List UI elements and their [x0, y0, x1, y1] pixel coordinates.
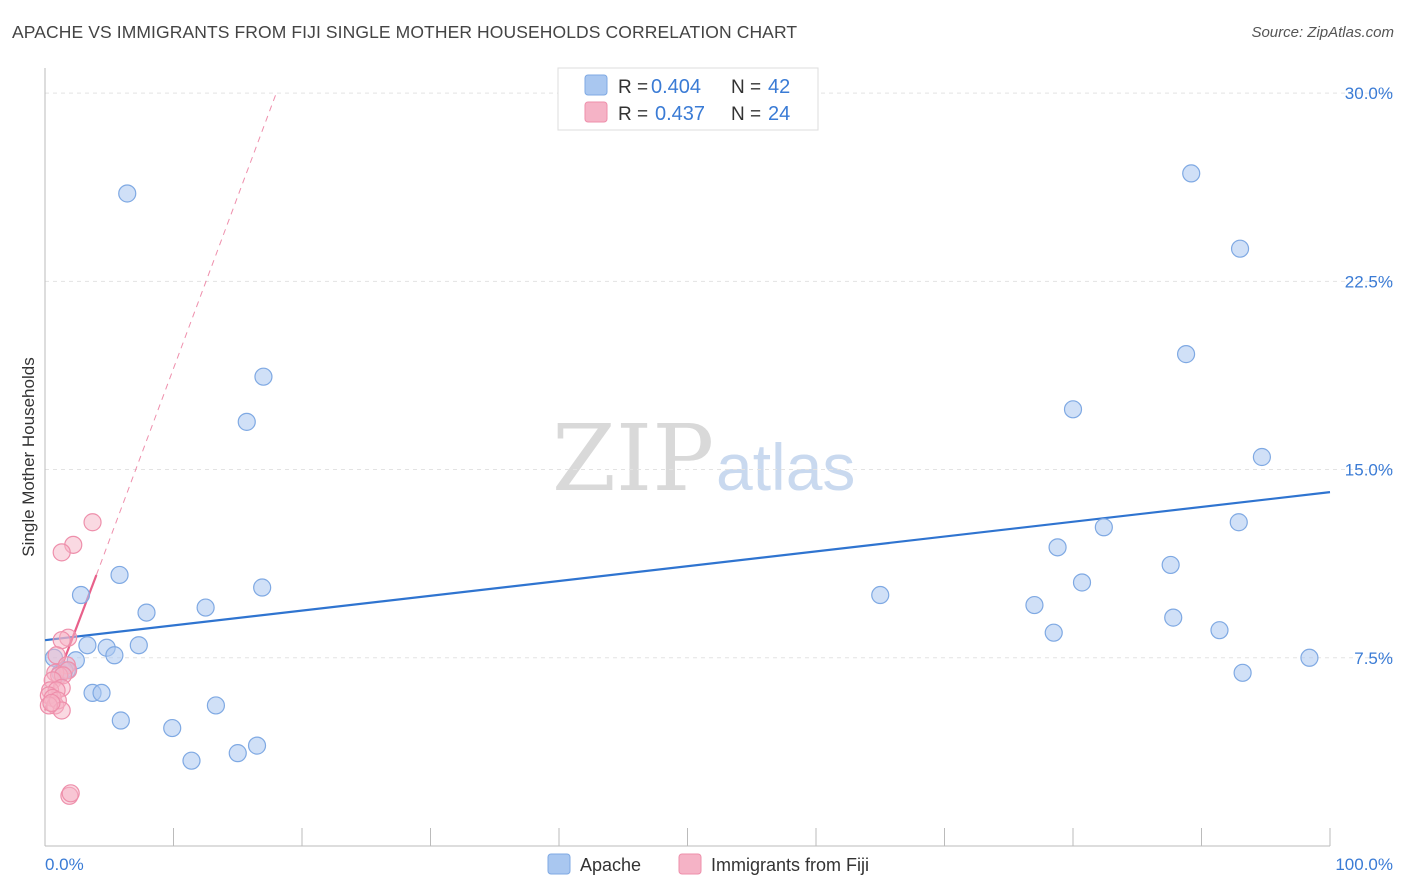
stats-legend-swatch-apache [584, 74, 608, 96]
apache-point [247, 736, 267, 755]
apache-point [1252, 447, 1271, 467]
y-tick-label: 30.0% [1345, 84, 1393, 103]
x-tick-label-max: 100.0% [1335, 855, 1393, 874]
apache-point [206, 696, 226, 715]
apache-point [228, 744, 247, 763]
stats-legend: R = 0.404 N = 42 R = 0.437 N = 24 [557, 67, 819, 131]
watermark-zip: ZIP [552, 405, 714, 512]
apache-point [1094, 518, 1113, 537]
fiji-point [52, 631, 71, 650]
apache-point [1300, 648, 1319, 667]
gridlines [45, 92, 1393, 659]
y-axis-title: Single Mother Households [19, 357, 38, 556]
stats-legend-r-value-fiji: 0.437 [655, 103, 705, 125]
apache-point [253, 578, 272, 597]
stats-legend-n-label-fiji: N = [731, 104, 761, 125]
stats-legend-n-value-apache: 42 [768, 76, 790, 98]
fiji-points [39, 513, 102, 805]
apache-point [871, 585, 890, 605]
apache-trend-line [44, 491, 1331, 642]
apache-point [1233, 663, 1252, 682]
apache-point [92, 683, 111, 703]
apache-point [1230, 239, 1250, 258]
apache-point [1210, 621, 1229, 640]
fiji-trend-line-extension [95, 92, 277, 576]
fiji-point [42, 693, 61, 713]
apache-point [182, 751, 201, 770]
y-tick-label: 22.5% [1345, 272, 1393, 291]
stats-legend-r-value-apache: 0.404 [651, 76, 701, 98]
apache-point [111, 711, 130, 730]
watermark: ZIP atlas [552, 405, 855, 512]
bottom-legend-label-apache: Apache [580, 855, 641, 875]
fiji-point [61, 784, 80, 803]
apache-point [118, 184, 137, 203]
bottom-legend: Apache Immigrants from Fiji [547, 853, 869, 875]
chart-source: Source: ZipAtlas.com [1251, 24, 1394, 41]
apache-point [137, 603, 156, 622]
apache-point [71, 585, 91, 605]
y-tick-labels: 7.5% 15.0% 22.5% 30.0% [1345, 84, 1393, 668]
chart-title: APACHE VS IMMIGRANTS FROM FIJI SINGLE MO… [12, 22, 798, 42]
bottom-legend-swatch-fiji [678, 853, 702, 875]
watermark-atlas: atlas [716, 430, 855, 504]
apache-point [1063, 400, 1083, 419]
stats-legend-r-label-apache: R = [618, 77, 648, 98]
apache-point [163, 718, 182, 738]
y-tick-label: 15.0% [1345, 461, 1393, 480]
x-ticks [173, 828, 1331, 846]
apache-point [1161, 555, 1180, 575]
trend-lines [43, 92, 1331, 711]
fiji-point [52, 543, 71, 562]
apache-point [1176, 345, 1196, 364]
apache-point [196, 598, 215, 617]
apache-point [105, 646, 124, 665]
apache-point [1164, 608, 1183, 627]
apache-point [1025, 595, 1044, 615]
apache-point [110, 565, 129, 585]
apache-point [237, 412, 256, 431]
apache-point [1044, 623, 1063, 642]
apache-point [1182, 164, 1201, 183]
x-tick-label-min: 0.0% [45, 855, 84, 874]
apache-point [78, 636, 97, 655]
apache-point [1048, 538, 1067, 557]
stats-legend-n-label-apache: N = [731, 77, 761, 98]
stats-legend-r-label-fiji: R = [618, 104, 648, 125]
apache-point [1072, 573, 1092, 592]
fiji-point [83, 513, 102, 532]
apache-point [1229, 513, 1248, 532]
stats-legend-swatch-fiji [584, 101, 608, 123]
bottom-legend-label-fiji: Immigrants from Fiji [711, 855, 869, 875]
bottom-legend-swatch-apache [547, 853, 571, 875]
y-tick-label: 7.5% [1354, 649, 1393, 668]
stats-legend-n-value-fiji: 24 [768, 103, 790, 125]
apache-point [129, 636, 148, 655]
apache-point [254, 367, 273, 386]
